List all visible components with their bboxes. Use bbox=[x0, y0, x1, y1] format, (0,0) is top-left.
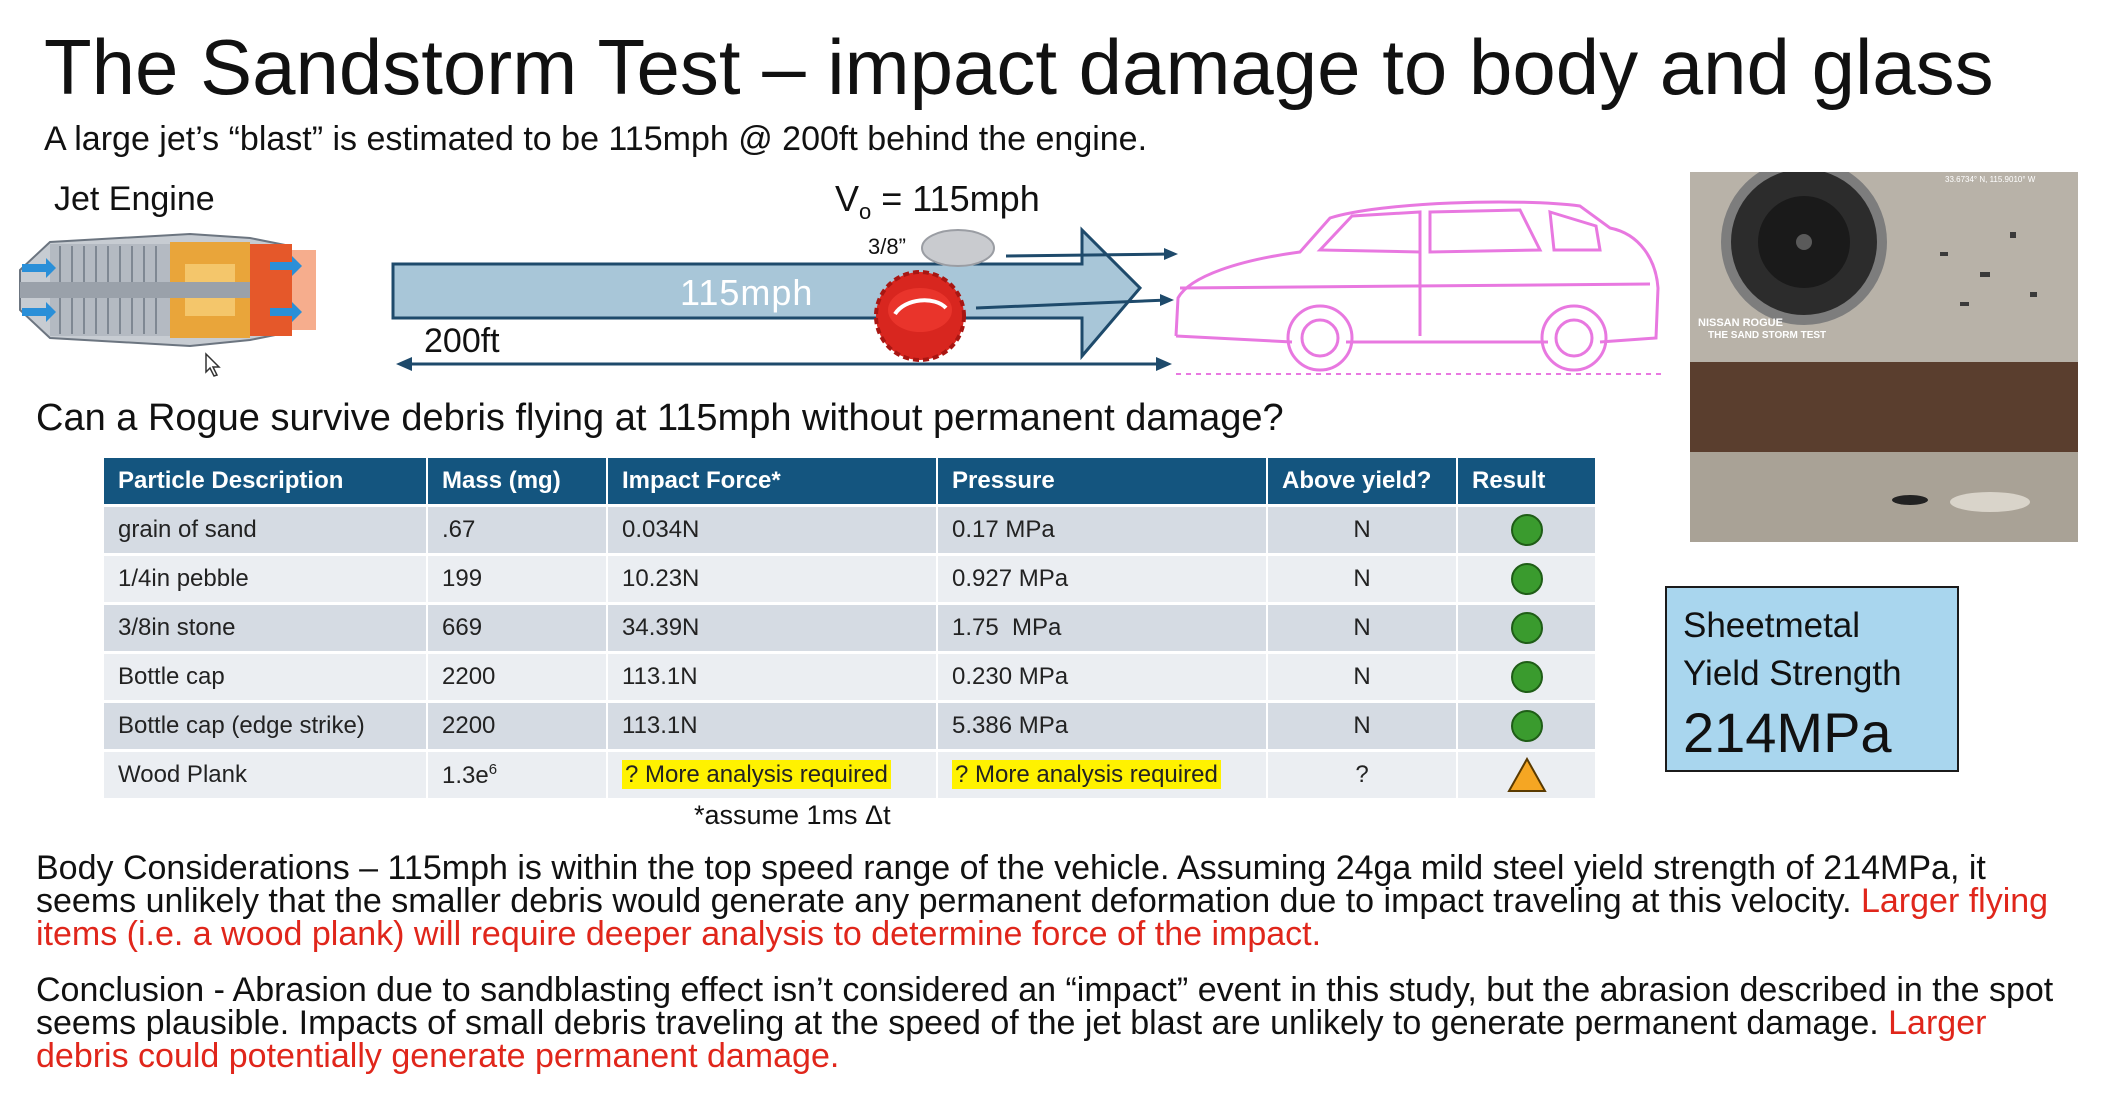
jet-engine-label: Jet Engine bbox=[54, 180, 215, 218]
cell-mass: 1.3e6 bbox=[427, 749, 608, 798]
col-above-yield: Above yield? bbox=[1267, 458, 1458, 506]
col-particle-description: Particle Description bbox=[104, 458, 428, 506]
cell-force: 34.39N bbox=[607, 602, 938, 653]
cell-above-yield: N bbox=[1267, 700, 1458, 751]
jet-engine-icon bbox=[19, 232, 316, 348]
cell-result bbox=[1457, 651, 1597, 702]
cell-pressure: 0.927 MPa bbox=[937, 553, 1268, 604]
table-row: 3/8in stone 669 34.39N 1.75 MPa N bbox=[104, 602, 1597, 653]
col-result: Result bbox=[1457, 458, 1597, 506]
cell-mass: 199 bbox=[427, 553, 608, 604]
conclusion-highlight: Larger debris could potentially generate… bbox=[36, 1004, 1987, 1075]
car-outline-icon bbox=[1174, 200, 1660, 372]
table-row: 1/4in pebble 199 10.23N 0.927 MPa N bbox=[104, 553, 1597, 604]
cell-above-yield: ? bbox=[1267, 749, 1458, 798]
green-circle-icon bbox=[1510, 563, 1543, 595]
cell-pressure: 0.230 MPa bbox=[937, 651, 1268, 702]
photo-caption-line1: NISSAN ROGUE bbox=[1698, 317, 1783, 329]
warning-triangle-icon bbox=[1506, 757, 1547, 792]
cell-above-yield: N bbox=[1267, 651, 1458, 702]
yield-strength-box: Sheetmetal Yield Strength 214MPa bbox=[1665, 586, 1959, 772]
photo-caption-line2: THE SAND STORM TEST bbox=[1708, 330, 1826, 341]
table-row: Bottle cap 2200 113.1N 0.230 MPa N bbox=[104, 651, 1597, 702]
green-circle-icon bbox=[1510, 514, 1543, 546]
stone-size-label: 3/8” bbox=[868, 234, 906, 259]
cell-mass: 669 bbox=[427, 602, 608, 653]
cell-force: 113.1N bbox=[607, 651, 938, 702]
velocity-label: Vo = 115mph bbox=[835, 178, 1040, 225]
cell-force: 113.1N bbox=[607, 700, 938, 751]
photo-coords: 33.6734° N, 115.9010° W bbox=[1945, 175, 2036, 184]
cell-mass: 2200 bbox=[427, 700, 608, 751]
col-pressure: Pressure bbox=[937, 458, 1268, 506]
cell-result bbox=[1457, 700, 1597, 751]
highlight-pressure: ? More analysis required bbox=[952, 760, 1221, 789]
cell-result bbox=[1457, 504, 1597, 555]
slide-subtitle: A large jet’s “blast” is estimated to be… bbox=[44, 120, 1148, 158]
blast-arrow bbox=[391, 226, 1143, 361]
yield-strength-value: 214MPa bbox=[1683, 701, 1892, 764]
cell-result bbox=[1457, 749, 1597, 798]
highlight-force: ? More analysis required bbox=[622, 760, 891, 789]
green-circle-icon bbox=[1510, 612, 1543, 644]
cell-desc: 1/4in pebble bbox=[104, 553, 428, 604]
cell-pressure: ? More analysis required bbox=[937, 749, 1268, 798]
cell-above-yield: N bbox=[1267, 602, 1458, 653]
cell-desc: Bottle cap (edge strike) bbox=[104, 700, 428, 751]
col-impact-force: Impact Force* bbox=[607, 458, 938, 506]
cell-mass: .67 bbox=[427, 504, 608, 555]
body-highlight: Larger flying items (i.e. a wood plank) … bbox=[36, 882, 2049, 953]
table-row: grain of sand .67 0.034N 0.17 MPa N bbox=[104, 504, 1597, 555]
cell-pressure: 0.17 MPa bbox=[937, 504, 1268, 555]
cell-pressure: 1.75 MPa bbox=[937, 602, 1268, 653]
bottle-cap-icon bbox=[874, 270, 966, 362]
cursor-icon bbox=[205, 352, 221, 377]
col-mass: Mass (mg) bbox=[427, 458, 608, 506]
cell-above-yield: N bbox=[1267, 553, 1458, 604]
slide-title: The Sandstorm Test – impact damage to bo… bbox=[44, 23, 1994, 111]
green-circle-icon bbox=[1510, 710, 1543, 742]
cell-pressure: 5.386 MPa bbox=[937, 700, 1268, 751]
cell-result bbox=[1457, 553, 1597, 604]
cell-result bbox=[1457, 602, 1597, 653]
cell-desc: Bottle cap bbox=[104, 651, 428, 702]
table-row: Wood Plank 1.3e6 ? More analysis require… bbox=[104, 749, 1597, 798]
stone-icon bbox=[921, 229, 995, 267]
cell-above-yield: N bbox=[1267, 504, 1458, 555]
arrow-speed-label: 115mph bbox=[680, 272, 814, 313]
distance-label: 200ft bbox=[424, 322, 500, 360]
test-photo: NISSAN ROGUE THE SAND STORM TEST 33.6734… bbox=[1690, 172, 2078, 542]
cell-force: ? More analysis required bbox=[607, 749, 938, 798]
question-heading: Can a Rogue survive debris flying at 115… bbox=[36, 397, 1284, 439]
green-circle-icon bbox=[1510, 661, 1543, 693]
cell-force: 0.034N bbox=[607, 504, 938, 555]
table-row: Bottle cap (edge strike) 2200 113.1N 5.3… bbox=[104, 700, 1597, 751]
cell-force: 10.23N bbox=[607, 553, 938, 604]
impact-diagram bbox=[19, 200, 1662, 377]
cell-mass: 2200 bbox=[427, 651, 608, 702]
cell-desc: 3/8in stone bbox=[104, 602, 428, 653]
yield-strength-label: Sheetmetal Yield Strength bbox=[1683, 606, 1902, 693]
conclusion: Conclusion - Abrasion due to sandblastin… bbox=[36, 971, 2054, 1075]
particle-table: Particle Description Mass (mg) Impact Fo… bbox=[104, 458, 1597, 798]
body-considerations: Body Considerations – 115mph is within t… bbox=[36, 849, 2049, 953]
table-header-row: Particle Description Mass (mg) Impact Fo… bbox=[104, 458, 1597, 506]
cell-desc: grain of sand bbox=[104, 504, 428, 555]
table-footnote: *assume 1ms Δt bbox=[694, 800, 891, 830]
cell-desc: Wood Plank bbox=[104, 749, 428, 798]
